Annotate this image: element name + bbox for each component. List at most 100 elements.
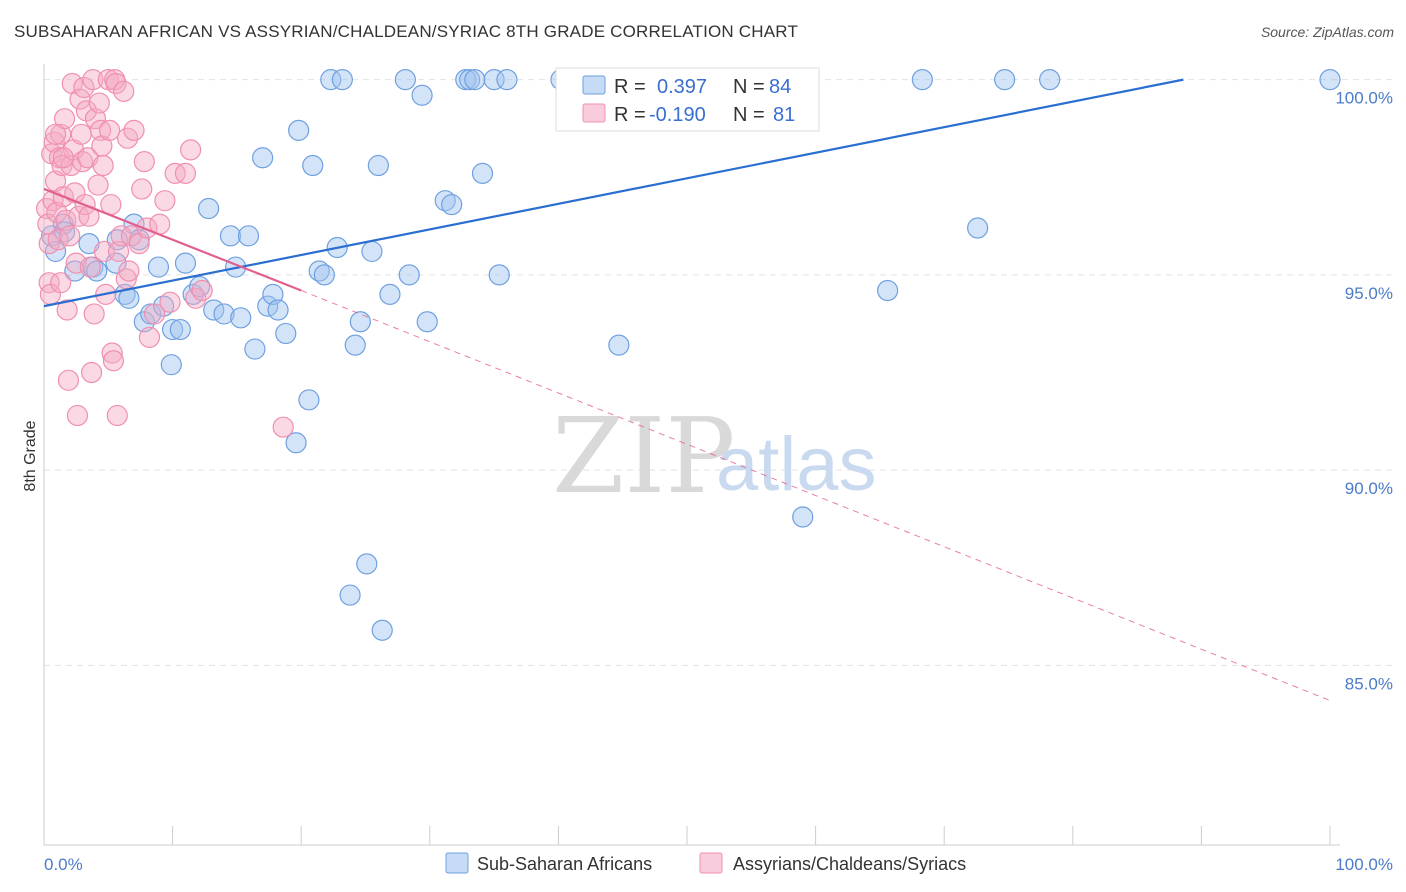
point-assyrian bbox=[66, 404, 89, 427]
point-subsaharan bbox=[288, 119, 310, 141]
x-tick-label: 100.0% bbox=[1335, 855, 1393, 874]
point-assyrian bbox=[180, 139, 202, 161]
point-assyrian bbox=[52, 147, 74, 169]
point-subsaharan bbox=[86, 260, 108, 282]
point-subsaharan bbox=[285, 432, 307, 454]
point-subsaharan bbox=[213, 303, 235, 325]
point-subsaharan bbox=[367, 154, 389, 177]
legend-swatch-subsaharan bbox=[445, 852, 469, 874]
point-assyrian bbox=[92, 154, 114, 177]
point-assyrian bbox=[83, 303, 105, 325]
x-tick-label: 0.0% bbox=[44, 855, 83, 874]
point-assyrian bbox=[57, 369, 80, 391]
point-subsaharan bbox=[608, 334, 630, 356]
point-assyrian bbox=[50, 272, 72, 294]
point-subsaharan bbox=[994, 69, 1016, 91]
point-assyrian bbox=[159, 291, 181, 313]
y-tick-label: 95.0% bbox=[1345, 284, 1393, 303]
point-subsaharan bbox=[416, 311, 438, 333]
point-assyrian bbox=[89, 119, 112, 141]
point-subsaharan bbox=[398, 264, 420, 286]
watermark-atlas: atlas bbox=[716, 422, 877, 507]
data-points bbox=[35, 69, 1341, 641]
point-subsaharan bbox=[361, 240, 383, 263]
point-subsaharan bbox=[471, 162, 494, 184]
point-subsaharan bbox=[298, 389, 320, 411]
point-assyrian bbox=[191, 279, 213, 302]
point-subsaharan bbox=[174, 252, 197, 274]
point-assyrian bbox=[118, 260, 140, 282]
source-label: Source: ZipAtlas.com bbox=[1260, 24, 1394, 40]
point-assyrian bbox=[44, 123, 67, 145]
point-subsaharan bbox=[488, 264, 510, 286]
point-subsaharan bbox=[434, 190, 456, 212]
point-subsaharan bbox=[244, 338, 266, 360]
point-subsaharan bbox=[302, 154, 324, 177]
point-assyrian bbox=[106, 404, 128, 427]
point-subsaharan bbox=[189, 275, 211, 298]
point-subsaharan bbox=[41, 225, 63, 247]
point-assyrian bbox=[53, 108, 76, 130]
y-tick-label: 90.0% bbox=[1345, 479, 1393, 498]
stats-n-label-2: N = bbox=[733, 104, 765, 126]
point-subsaharan bbox=[147, 256, 170, 278]
stats-n-label-1: N = bbox=[733, 76, 765, 98]
point-assyrian bbox=[87, 174, 109, 196]
point-assyrian bbox=[272, 416, 294, 438]
point-assyrian bbox=[154, 190, 176, 212]
point-subsaharan bbox=[262, 283, 284, 305]
point-subsaharan bbox=[344, 334, 366, 356]
point-subsaharan bbox=[320, 69, 342, 91]
point-subsaharan bbox=[219, 225, 242, 247]
point-subsaharan bbox=[877, 279, 899, 302]
y-tick-label: 85.0% bbox=[1345, 674, 1393, 693]
point-subsaharan bbox=[371, 619, 393, 641]
stats-r-label-2: R = bbox=[614, 104, 646, 126]
point-assyrian bbox=[70, 123, 92, 145]
point-subsaharan bbox=[1319, 69, 1341, 91]
point-assyrian bbox=[98, 119, 121, 141]
point-subsaharan bbox=[162, 318, 184, 341]
point-subsaharan bbox=[911, 69, 933, 91]
stats-r-value-1: 0.397 bbox=[657, 76, 707, 98]
point-assyrian bbox=[123, 119, 145, 141]
point-assyrian bbox=[138, 326, 161, 348]
point-subsaharan bbox=[252, 147, 274, 169]
point-subsaharan bbox=[169, 318, 191, 341]
y-tick-label: 100.0% bbox=[1335, 89, 1393, 108]
axes bbox=[43, 64, 1340, 846]
point-subsaharan bbox=[1039, 69, 1061, 91]
trend-line-assyrian-dashed bbox=[301, 290, 1331, 701]
y-axis-title: 8th Grade bbox=[22, 420, 39, 491]
point-subsaharan bbox=[441, 193, 463, 216]
point-assyrian bbox=[105, 72, 127, 95]
point-assyrian bbox=[82, 69, 104, 91]
point-assyrian bbox=[133, 151, 155, 173]
stats-swatch-pink bbox=[582, 103, 606, 123]
y-tick-labels: 100.0% 95.0% 90.0% 85.0% bbox=[1335, 89, 1393, 694]
grid-lines bbox=[44, 79, 1395, 666]
point-assyrian bbox=[65, 252, 87, 274]
stats-r-label-1: R = bbox=[614, 76, 646, 98]
series-legend: Sub-Saharan Africans Assyrians/Chaldeans… bbox=[445, 852, 966, 874]
point-subsaharan bbox=[967, 217, 989, 239]
point-assyrian bbox=[101, 342, 123, 364]
point-assyrian bbox=[84, 108, 107, 130]
point-assyrian bbox=[136, 217, 158, 239]
point-subsaharan bbox=[267, 299, 289, 321]
watermark-zip: ZIP bbox=[552, 395, 735, 517]
point-subsaharan bbox=[331, 69, 353, 91]
stats-swatch-blue bbox=[582, 75, 606, 95]
legend-label-assyrian: Assyrians/Chaldeans/Syriacs bbox=[733, 854, 966, 874]
point-assyrian bbox=[107, 240, 130, 263]
stats-n-value-2: 81 bbox=[773, 104, 795, 126]
point-subsaharan bbox=[792, 506, 814, 528]
point-subsaharan bbox=[459, 69, 481, 91]
point-subsaharan bbox=[411, 84, 433, 106]
point-subsaharan bbox=[275, 322, 297, 345]
point-subsaharan bbox=[379, 283, 401, 305]
point-subsaharan bbox=[313, 264, 335, 286]
point-assyrian bbox=[80, 361, 103, 384]
point-assyrian bbox=[88, 92, 110, 114]
